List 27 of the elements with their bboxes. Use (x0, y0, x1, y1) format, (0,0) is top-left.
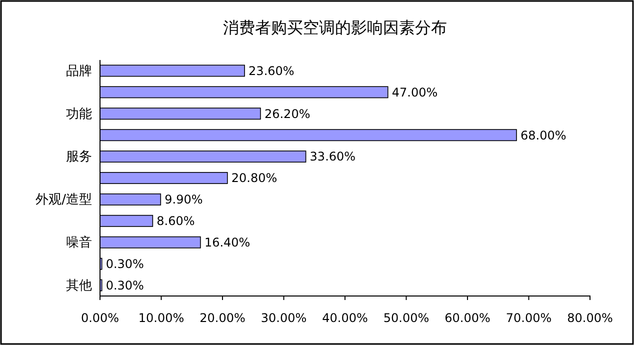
data-label: 8.60% (156, 214, 195, 228)
y-tick-label: 品牌 (66, 64, 92, 79)
y-tick-label: 服务 (66, 150, 92, 165)
y-tick-label: 其他 (66, 278, 92, 294)
x-tick-label: 60.00% (444, 311, 490, 326)
chart-title: 消费者购买空调的影响因素分布 (223, 18, 447, 37)
data-label: 23.60% (248, 64, 294, 78)
data-label: 68.00% (520, 128, 566, 142)
data-label: 0.30% (106, 257, 144, 272)
x-tick-label: 0.00% (80, 311, 120, 326)
x-tick-label: 10.00% (138, 311, 184, 326)
x-tick-label: 50.00% (383, 311, 430, 326)
data-label: 0.30% (106, 278, 144, 292)
data-label: 33.60% (310, 150, 356, 164)
data-label: 9.90% (164, 192, 203, 207)
data-label: 26.20% (264, 106, 310, 121)
x-tick-label: 80.00% (567, 311, 613, 326)
y-tick-label: 功能 (66, 106, 92, 122)
data-label: 20.80% (231, 171, 278, 186)
data-label: 47.00% (392, 85, 438, 100)
x-tick-label: 30.00% (260, 311, 307, 326)
x-tick-label: 40.00% (322, 311, 368, 326)
y-tick-label: 外观/造型 (36, 192, 92, 208)
x-tick-label: 20.00% (200, 311, 246, 326)
y-tick-label: 噪音 (66, 236, 92, 251)
x-tick-label: 70.00% (506, 311, 552, 326)
data-label: 16.40% (204, 236, 250, 250)
